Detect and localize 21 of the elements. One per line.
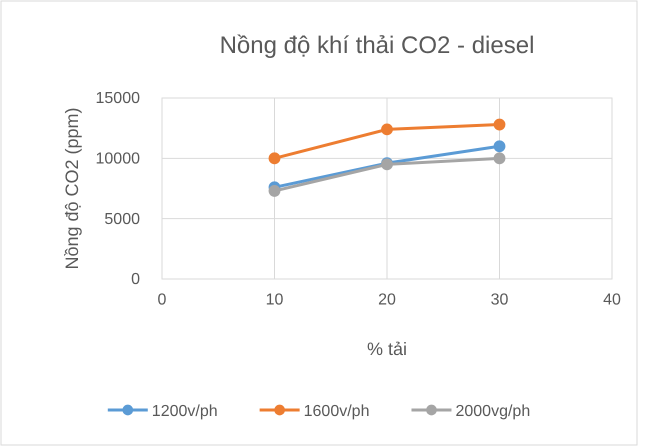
x-axis-title: % tải [366,339,408,359]
y-tick-label: 0 [131,271,140,288]
point [268,152,280,164]
legend-label: 1600v/ph [304,403,370,420]
x-tick-label: 20 [378,291,396,308]
y-tick-label: 15000 [96,90,140,108]
y-tick-label: 10000 [96,150,140,168]
point [494,140,506,152]
y-tick-label: 5000 [104,210,140,228]
legend-label: 2000vg/ph [455,403,530,420]
x-tick-label: 40 [603,291,621,308]
point [494,152,506,164]
point [494,118,506,130]
x-tick-label: 0 [158,291,167,308]
legend-label: 1200v/ph [152,403,218,420]
point [381,123,393,136]
x-tick-label: 10 [266,291,284,308]
y-axis-title: Nồng độ CO2 (ppm) [62,107,82,270]
x-tick-label: 30 [490,291,508,308]
chart-title: Nồng độ khí thải CO2 - diesel [220,32,534,59]
point [268,185,280,197]
